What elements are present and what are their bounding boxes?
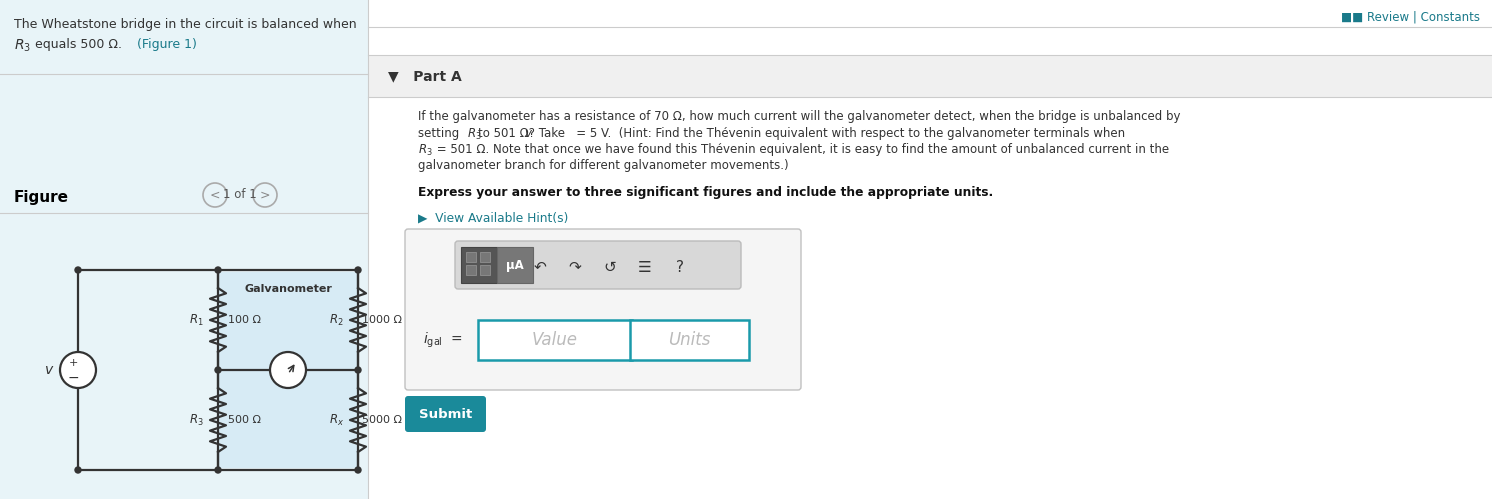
Text: Express your answer to three significant figures and include the appropriate uni: Express your answer to three significant… [418,186,994,199]
Text: $R_3$: $R_3$ [189,413,204,428]
Circle shape [75,267,81,273]
FancyBboxPatch shape [630,320,749,360]
Circle shape [75,467,81,473]
Text: galvanometer branch for different galvanometer movements.): galvanometer branch for different galvan… [418,160,789,173]
Text: ↺: ↺ [604,259,616,274]
Text: +: + [69,358,78,368]
Bar [0,0,369,499]
Circle shape [215,467,221,473]
Text: equals 500 Ω.: equals 500 Ω. [34,38,122,51]
Circle shape [355,267,361,273]
Bar [480,265,489,275]
Text: $i_{\rm gal}$  =: $i_{\rm gal}$ = [424,330,463,350]
Text: Figure: Figure [13,190,69,205]
Text: μA: μA [506,258,524,271]
Text: ■■ Review | Constants: ■■ Review | Constants [1341,10,1480,23]
Text: Units: Units [668,331,710,349]
Text: $R_3$: $R_3$ [418,143,433,158]
Text: ▶  View Available Hint(s): ▶ View Available Hint(s) [418,212,568,225]
Bar [218,272,358,468]
Text: (Figure 1): (Figure 1) [133,38,197,51]
Text: If the galvanometer has a resistance of 70 Ω, how much current will the galvanom: If the galvanometer has a resistance of … [418,110,1180,123]
Text: 500 Ω: 500 Ω [228,415,261,425]
Text: <: < [210,189,221,202]
Text: $v$: $v$ [524,127,533,140]
Text: Galvanometer: Galvanometer [245,284,331,294]
Text: = 501 Ω. Note that once we have found this Thévenin equivalent, it is easy to fi: = 501 Ω. Note that once we have found th… [418,143,1170,156]
Circle shape [355,467,361,473]
FancyBboxPatch shape [497,247,533,283]
Text: ?: ? [676,259,683,274]
Text: 100 Ω: 100 Ω [228,315,261,325]
Text: 5000 Ω: 5000 Ω [363,415,401,425]
Text: setting     to 501 Ω? Take   = 5 V.  (Hint: Find the Thévenin equivalent with re: setting to 501 Ω? Take = 5 V. (Hint: Fin… [418,127,1125,140]
Text: $R_2$: $R_2$ [330,312,345,327]
Text: $R_x$: $R_x$ [328,413,345,428]
Text: >: > [260,189,270,202]
Text: −: − [67,371,79,385]
Circle shape [355,367,361,373]
Circle shape [215,267,221,273]
FancyBboxPatch shape [404,229,801,390]
FancyBboxPatch shape [477,320,633,360]
FancyBboxPatch shape [455,241,742,289]
Text: ↷: ↷ [568,259,582,274]
Bar [480,252,489,262]
Text: 1000 Ω: 1000 Ω [363,315,401,325]
Text: $R_1$: $R_1$ [189,312,204,327]
Text: $R_3$: $R_3$ [467,127,482,142]
FancyBboxPatch shape [404,396,486,432]
Bar [369,55,1492,97]
FancyBboxPatch shape [461,247,497,283]
Circle shape [270,352,306,388]
Bar [466,252,476,262]
Text: $v$: $v$ [43,363,54,377]
Circle shape [60,352,95,388]
Text: Submit: Submit [419,408,471,421]
Text: ↶: ↶ [534,259,546,274]
Text: The Wheatstone bridge in the circuit is balanced when: The Wheatstone bridge in the circuit is … [13,18,357,31]
Text: 1 of 1: 1 of 1 [224,189,257,202]
Text: ☰: ☰ [639,259,652,274]
Bar [466,265,476,275]
Text: Value: Value [533,331,577,349]
Text: ▼   Part A: ▼ Part A [388,69,461,83]
Circle shape [215,367,221,373]
Text: $R_3$: $R_3$ [13,38,31,54]
